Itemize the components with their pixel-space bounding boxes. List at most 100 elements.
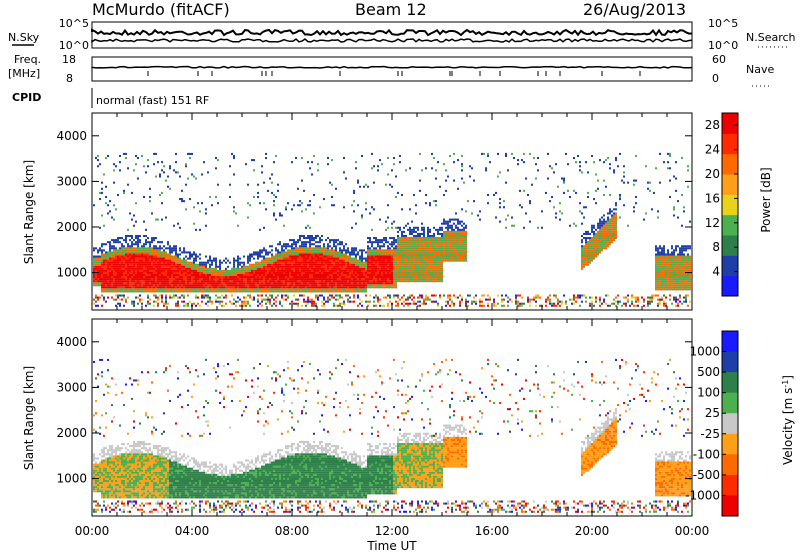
data-cell <box>377 241 379 243</box>
data-cell <box>449 258 451 260</box>
data-cell <box>301 243 303 245</box>
data-cell <box>269 258 271 260</box>
data-cell <box>113 249 115 251</box>
data-cell <box>155 253 157 255</box>
data-cell <box>325 249 327 251</box>
data-cell <box>243 264 245 266</box>
data-cell <box>151 260 153 262</box>
data-cell <box>201 173 203 175</box>
data-cell <box>299 245 301 247</box>
data-cell <box>295 251 297 253</box>
data-cell <box>309 249 311 251</box>
data-cell <box>417 260 419 262</box>
data-cell <box>171 278 173 280</box>
data-cell <box>153 239 155 241</box>
data-cell <box>173 258 175 260</box>
data-cell <box>519 190 521 192</box>
data-cell <box>399 258 401 260</box>
data-cell <box>391 278 393 280</box>
data-cell <box>243 270 245 272</box>
data-cell <box>277 262 279 264</box>
data-cell <box>415 245 417 247</box>
data-cell <box>123 256 125 258</box>
data-cell <box>299 204 301 206</box>
data-cell <box>381 258 383 260</box>
data-cell <box>199 282 201 284</box>
data-cell <box>255 266 257 268</box>
data-cell <box>119 258 121 260</box>
data-cell <box>215 301 217 303</box>
data-cell <box>365 276 367 278</box>
data-cell <box>447 229 449 231</box>
data-cell <box>221 286 223 288</box>
data-cell <box>401 272 403 274</box>
data-cell <box>207 284 209 286</box>
data-cell <box>393 260 395 262</box>
data-cell <box>209 272 211 274</box>
data-cell <box>411 303 413 305</box>
data-cell <box>293 272 295 274</box>
data-cell <box>383 256 385 258</box>
data-cell <box>271 286 273 288</box>
data-cell <box>187 258 189 260</box>
data-cell <box>113 270 115 272</box>
data-cell <box>151 247 153 249</box>
data-cell <box>399 253 401 255</box>
data-cell <box>271 272 273 274</box>
data-cell <box>401 245 403 247</box>
data-cell <box>107 278 109 280</box>
data-cell <box>271 260 273 262</box>
data-cell <box>185 270 187 272</box>
data-cell <box>395 251 397 253</box>
data-cell <box>287 286 289 288</box>
data-cell <box>463 253 465 255</box>
data-cell <box>279 274 281 276</box>
data-cell <box>189 266 191 268</box>
data-cell <box>127 268 129 270</box>
data-cell <box>131 301 133 303</box>
data-cell <box>197 270 199 272</box>
data-cell <box>281 284 283 286</box>
data-cell <box>287 249 289 251</box>
data-cell <box>183 272 185 274</box>
data-cell <box>225 274 227 276</box>
data-cell <box>137 274 139 276</box>
data-cell <box>279 262 281 264</box>
data-cell <box>341 268 343 270</box>
data-cell <box>365 258 367 260</box>
data-cell <box>117 290 119 292</box>
data-cell <box>181 260 183 262</box>
data-cell <box>519 204 521 206</box>
data-cell <box>111 253 113 255</box>
data-cell <box>277 266 279 268</box>
data-cell <box>215 260 217 262</box>
data-cell <box>135 262 137 264</box>
data-cell <box>483 294 485 296</box>
data-cell <box>245 288 247 290</box>
data-cell <box>351 290 353 292</box>
data-cell <box>381 274 383 276</box>
data-cell <box>249 264 251 266</box>
data-cell <box>159 274 161 276</box>
data-cell <box>149 188 151 190</box>
data-cell <box>327 260 329 262</box>
data-cell <box>257 301 259 303</box>
data-cell <box>371 260 373 262</box>
data-cell <box>517 294 519 296</box>
data-cell <box>113 169 115 171</box>
data-cell <box>131 266 133 268</box>
data-cell <box>551 303 553 305</box>
data-cell <box>381 253 383 255</box>
data-cell <box>223 305 225 307</box>
data-cell <box>359 258 361 260</box>
data-cell <box>457 245 459 247</box>
data-cell <box>283 258 285 260</box>
data-cell <box>341 303 343 305</box>
data-cell <box>483 305 485 307</box>
data-cell <box>151 286 153 288</box>
data-cell <box>395 247 397 249</box>
data-cell <box>199 268 201 270</box>
data-cell <box>435 239 437 241</box>
data-cell <box>235 270 237 272</box>
data-cell <box>419 258 421 260</box>
